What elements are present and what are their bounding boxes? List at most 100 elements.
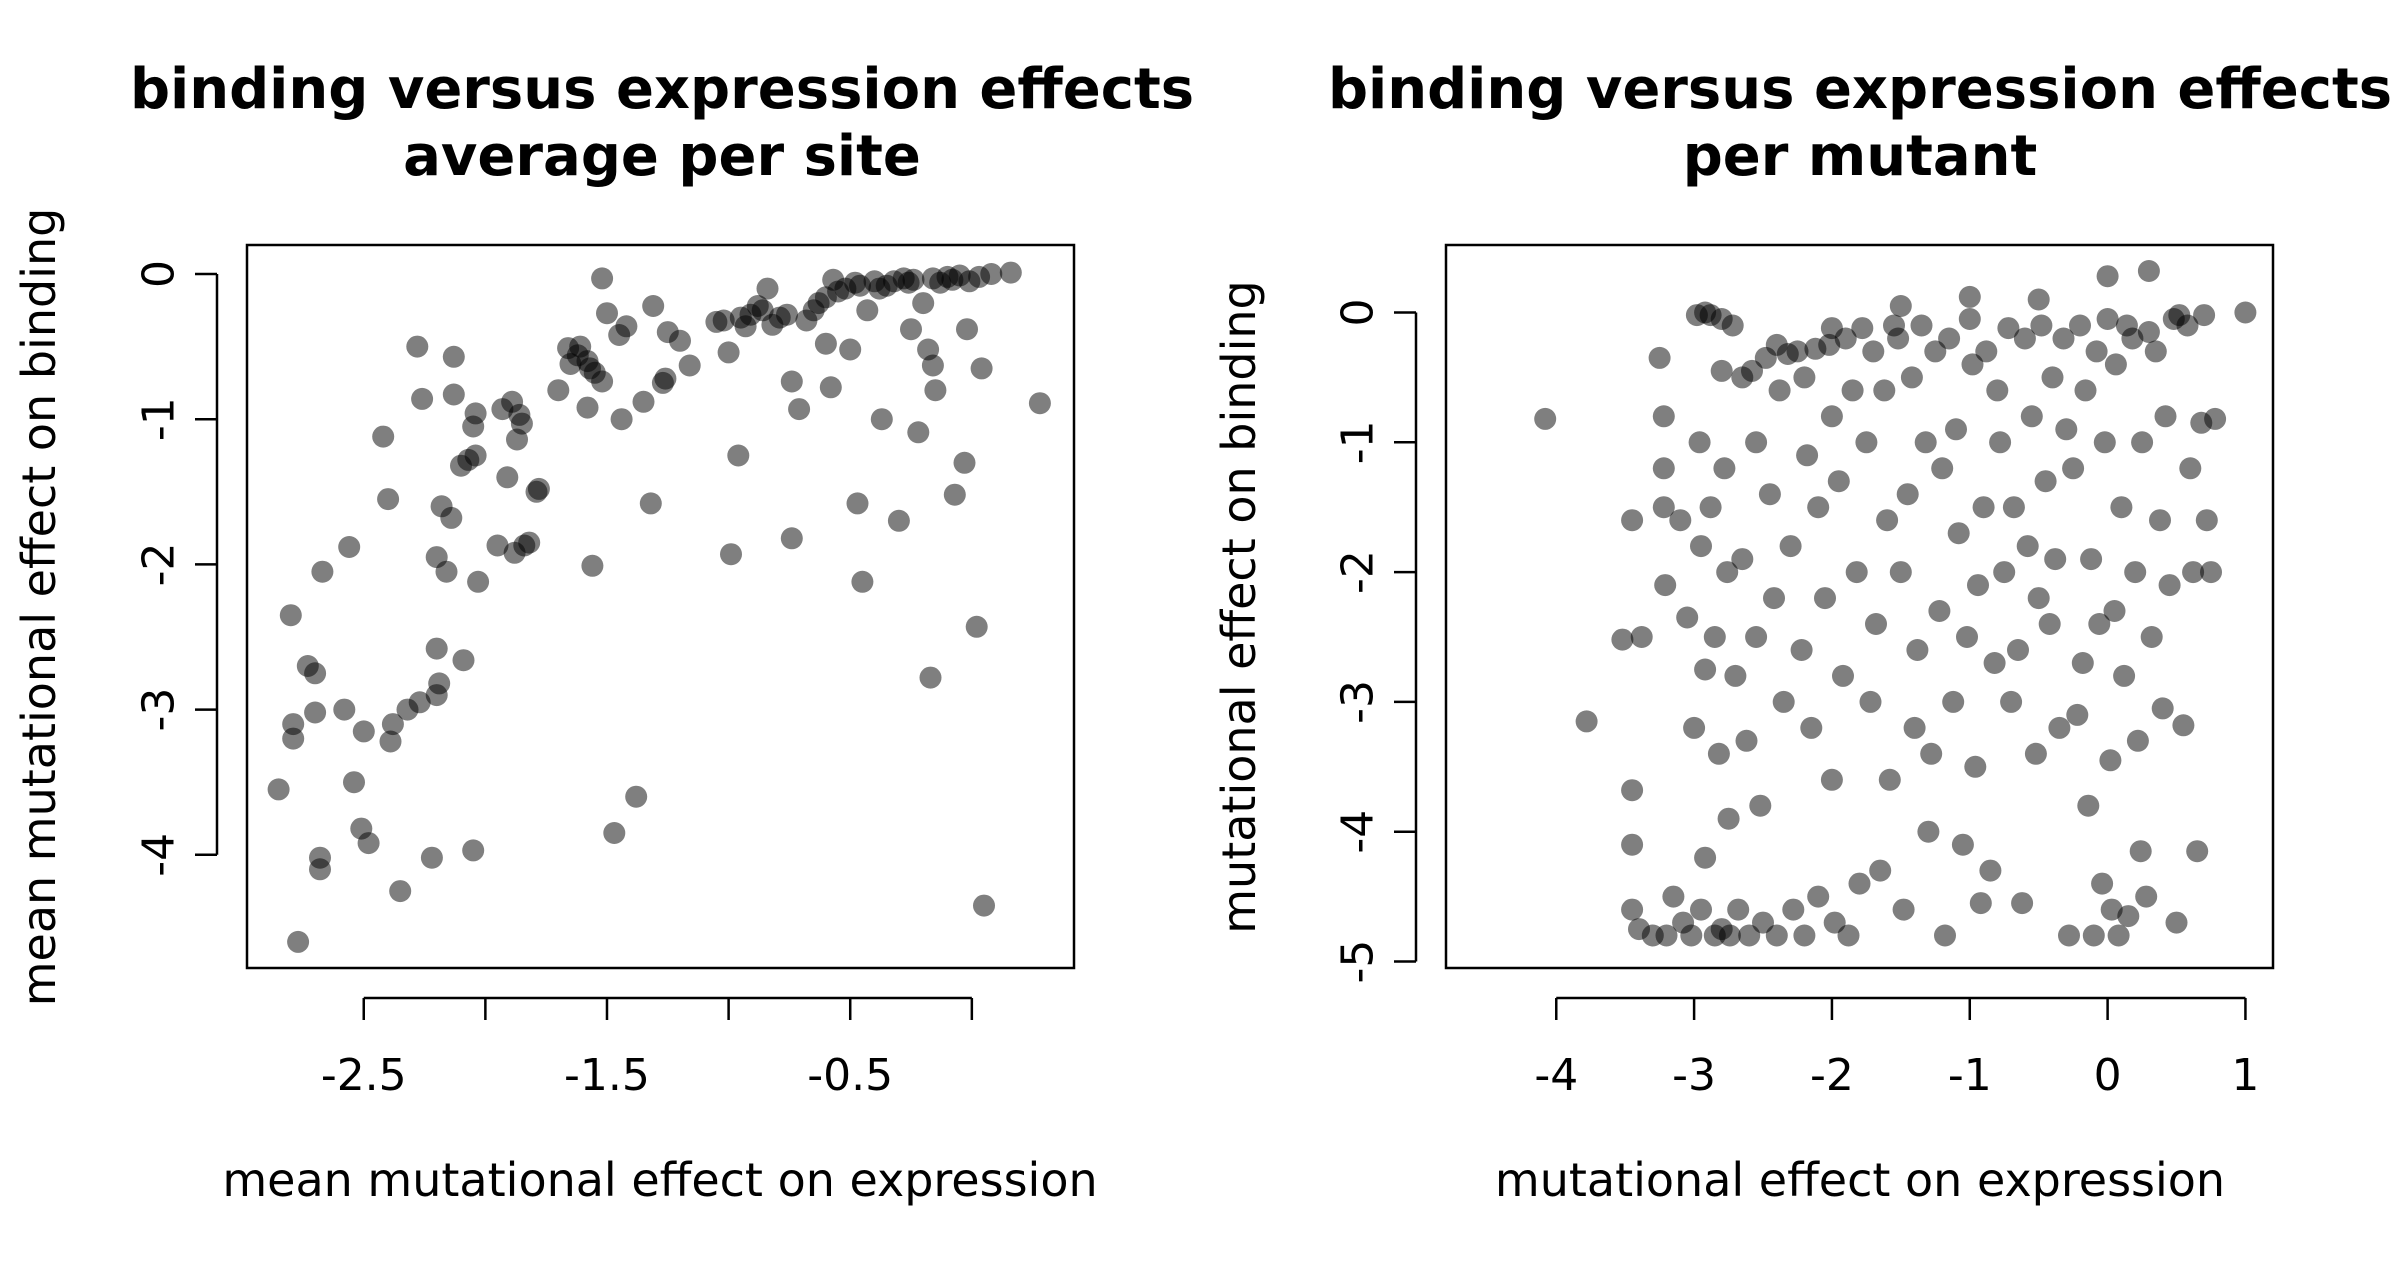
data-point	[581, 554, 604, 577]
data-point	[1807, 885, 1830, 908]
data-point	[1938, 327, 1961, 350]
data-point	[780, 370, 803, 393]
data-point	[2135, 885, 2158, 908]
data-point	[1820, 317, 1843, 340]
data-point	[1958, 308, 1981, 330]
x-axis: -2.5 -1.5 -0.5	[321, 996, 974, 1101]
y-tick-label: -5	[1333, 940, 1384, 984]
data-point	[1920, 742, 1943, 765]
y-tick-label: -3	[134, 688, 185, 732]
data-point	[591, 267, 614, 290]
data-point	[1848, 872, 1871, 895]
data-point	[2066, 703, 2089, 726]
data-point	[756, 277, 779, 300]
data-point	[1958, 285, 1981, 308]
data-point	[576, 396, 599, 419]
data-point	[1765, 333, 1788, 356]
data-point	[381, 713, 404, 736]
data-point	[1793, 366, 1816, 389]
point-layer	[267, 261, 1051, 953]
data-point	[464, 402, 487, 425]
data-point	[2016, 535, 2039, 558]
data-point	[1758, 483, 1781, 506]
data-point	[625, 785, 648, 808]
data-point	[924, 379, 947, 402]
data-point	[1956, 626, 1978, 648]
data-point	[1823, 911, 1846, 934]
data-point	[2144, 340, 2167, 363]
data-point	[2020, 405, 2043, 428]
data-point	[1862, 340, 1885, 363]
data-point	[1680, 924, 1703, 947]
data-point	[1975, 340, 1998, 363]
data-point	[1782, 898, 1805, 921]
data-point	[2149, 509, 2171, 532]
data-point	[1967, 574, 1989, 597]
data-point	[311, 560, 334, 583]
x-tick-label: -2.5	[321, 1050, 407, 1101]
data-point	[1662, 885, 1685, 908]
data-point	[2121, 327, 2144, 350]
data-point	[425, 637, 448, 660]
data-point	[406, 335, 429, 358]
data-point	[1841, 379, 1864, 402]
data-point	[2126, 729, 2149, 752]
data-point	[464, 444, 487, 467]
data-point	[1741, 359, 1763, 382]
data-point	[907, 421, 930, 444]
data-point	[1914, 431, 1937, 454]
data-point	[1710, 359, 1733, 382]
data-point	[467, 570, 490, 593]
data-point	[377, 488, 400, 511]
data-point	[965, 615, 988, 638]
data-point	[2182, 561, 2205, 584]
plot-frame	[1444, 243, 2275, 970]
data-point	[442, 345, 465, 368]
data-point	[1703, 626, 1726, 648]
data-point	[389, 880, 412, 903]
data-point	[279, 604, 302, 627]
data-point	[1818, 333, 1841, 356]
data-point	[2082, 924, 2105, 947]
data-point	[2048, 716, 2071, 739]
data-point	[267, 778, 290, 801]
data-point	[1690, 535, 1712, 558]
data-point	[1688, 431, 1711, 454]
data-point	[1837, 924, 1860, 947]
data-point	[851, 570, 874, 593]
data-point	[1652, 457, 1675, 480]
data-point	[814, 332, 837, 355]
data-point	[496, 466, 519, 489]
data-point	[440, 506, 463, 529]
y-tick-label: -2	[1333, 550, 1384, 594]
data-point	[1993, 561, 2016, 584]
data-point	[900, 318, 922, 341]
data-point	[654, 367, 677, 390]
data-point	[1745, 626, 1768, 648]
data-point	[712, 309, 735, 332]
data-point	[2193, 304, 2216, 327]
data-point	[1859, 690, 1882, 713]
data-point	[1652, 496, 1675, 519]
data-point	[1900, 366, 1923, 389]
plot-frame	[245, 243, 1076, 970]
data-point	[839, 338, 862, 361]
data-point	[780, 527, 803, 550]
data-point	[462, 839, 485, 862]
data-point	[338, 536, 361, 558]
data-point	[639, 492, 662, 515]
data-point	[2058, 924, 2080, 947]
data-point	[2038, 613, 2061, 635]
y-axis-label: mean mutational effect on binding	[12, 208, 66, 1007]
data-point	[411, 387, 434, 410]
data-point	[1845, 561, 1868, 584]
data-point	[1786, 340, 1809, 363]
data-point	[1763, 587, 1785, 610]
panel-title-line-1: binding versus expression effects	[1328, 57, 2392, 122]
data-point	[1575, 710, 1598, 733]
data-point	[333, 698, 356, 721]
y-tick-label: -4	[134, 833, 185, 877]
data-point	[2013, 327, 2036, 350]
data-point	[2069, 314, 2091, 337]
data-point	[1942, 690, 1965, 713]
